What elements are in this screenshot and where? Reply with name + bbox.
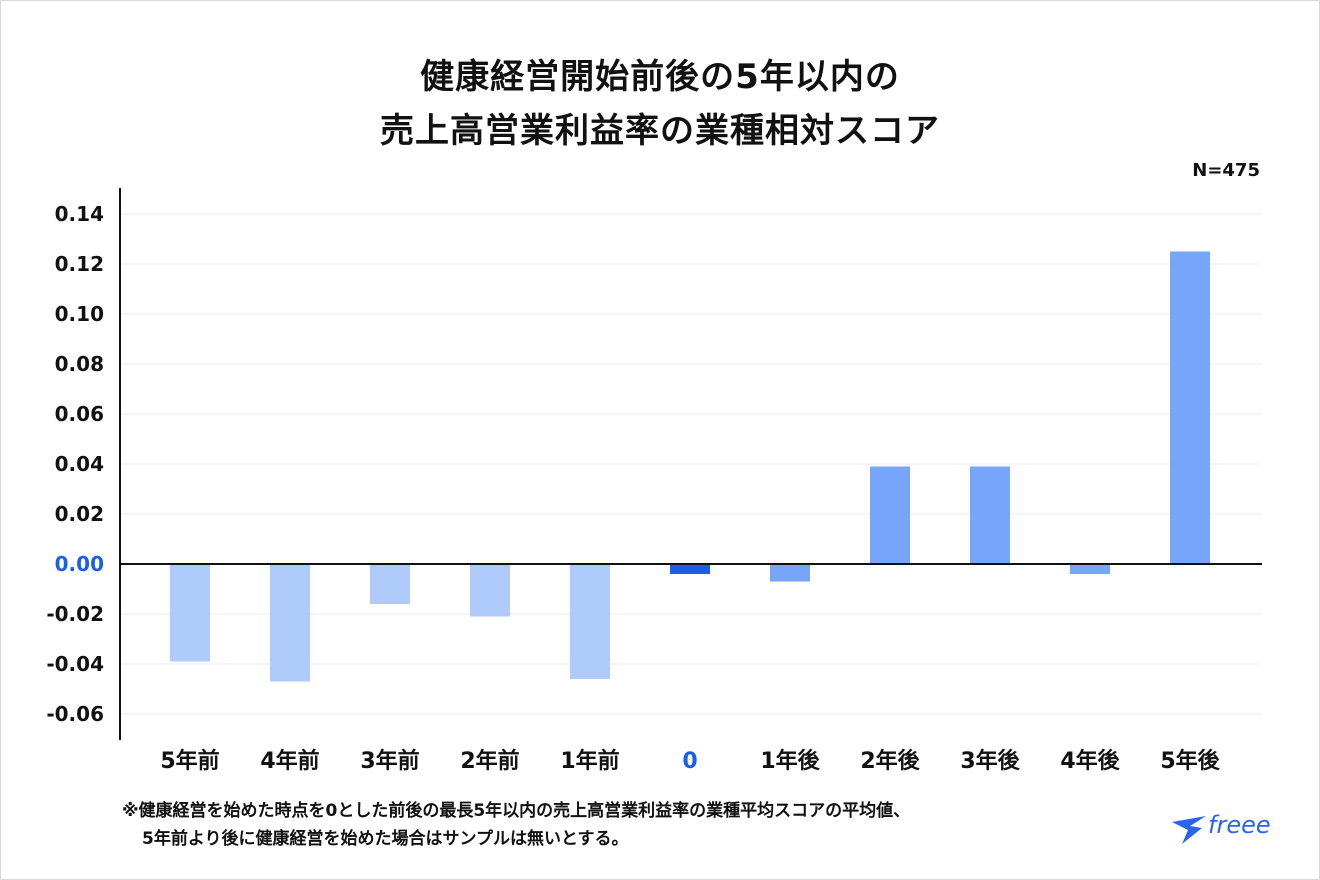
bar-3 [370, 564, 410, 604]
y-tick-label: -0.04 [46, 652, 104, 676]
y-tick-label: 0.08 [55, 352, 104, 376]
grid-lines [120, 213, 1262, 715]
bar-4 [470, 564, 510, 617]
y-tick-label: 0.12 [55, 252, 104, 276]
y-tick-label: 0.00 [55, 552, 104, 576]
footnote-line1: ※健康経営を始めた時点を0とした前後の最長5年以内の売上高営業利益率の業種平均ス… [122, 801, 911, 821]
footnote: ※健康経営を始めた時点を0とした前後の最長5年以内の売上高営業利益率の業種平均ス… [122, 797, 910, 853]
y-tick-label: 0.10 [55, 302, 104, 326]
bar-9 [970, 466, 1010, 564]
y-tick-label: 0.06 [55, 402, 104, 426]
logo-text: freee [1208, 811, 1271, 839]
footnote-line2: 5年前より後に健康経営を始めた場合はサンプルは無いとする。 [142, 829, 629, 849]
sample-size-label: N=475 [1192, 160, 1260, 181]
x-tick-label: 1年前 [560, 748, 619, 774]
x-tick-labels: 5年前 4年前 3年前 2年前 1年前 0 1年後 2年後 3年後 4年後 5年後 [160, 748, 1220, 774]
y-tick-label: -0.02 [46, 602, 104, 626]
x-tick-label: 2年後 [860, 748, 920, 774]
bar-10 [1070, 564, 1110, 574]
y-tick-label: 0.04 [55, 452, 104, 476]
x-tick-label: 3年前 [360, 748, 419, 774]
x-tick-label: 4年前 [260, 748, 319, 774]
x-tick-label: 5年前 [160, 748, 219, 774]
y-tick-label: 0.02 [55, 502, 104, 526]
bar-8 [870, 466, 910, 564]
axes [119, 188, 1262, 740]
y-tick-label: -0.06 [46, 702, 104, 726]
chart-title-line2: 売上高営業利益率の業種相対スコア [380, 111, 940, 151]
x-tick-label: 0 [682, 749, 697, 774]
x-tick-label: 4年後 [1060, 748, 1120, 774]
chart-title-line1: 健康経営開始前後の5年以内の [420, 57, 900, 97]
y-tick-label: 0.14 [55, 202, 104, 226]
bars [170, 251, 1210, 682]
x-tick-label: 3年後 [960, 748, 1020, 774]
y-tick-labels: 0.14 0.12 0.10 0.08 0.06 0.04 0.02 0.00 -0.02 -0.… [46, 202, 104, 726]
x-tick-label: 2年前 [460, 748, 519, 774]
x-tick-label: 5年後 [1160, 748, 1220, 774]
x-tick-label: 1年後 [760, 748, 820, 774]
bird-icon: freee [1172, 811, 1271, 844]
chart-title: 健康経営開始前後の5年以内の 売上高営業利益率の業種相対スコア [0, 50, 1320, 158]
bar-11 [1170, 251, 1210, 564]
bar-7 [770, 564, 810, 582]
freee-logo: freee [1168, 800, 1298, 850]
bar-6 [670, 564, 710, 574]
bar-2 [270, 564, 310, 682]
bar-1 [170, 564, 210, 662]
bar-5 [570, 564, 610, 679]
